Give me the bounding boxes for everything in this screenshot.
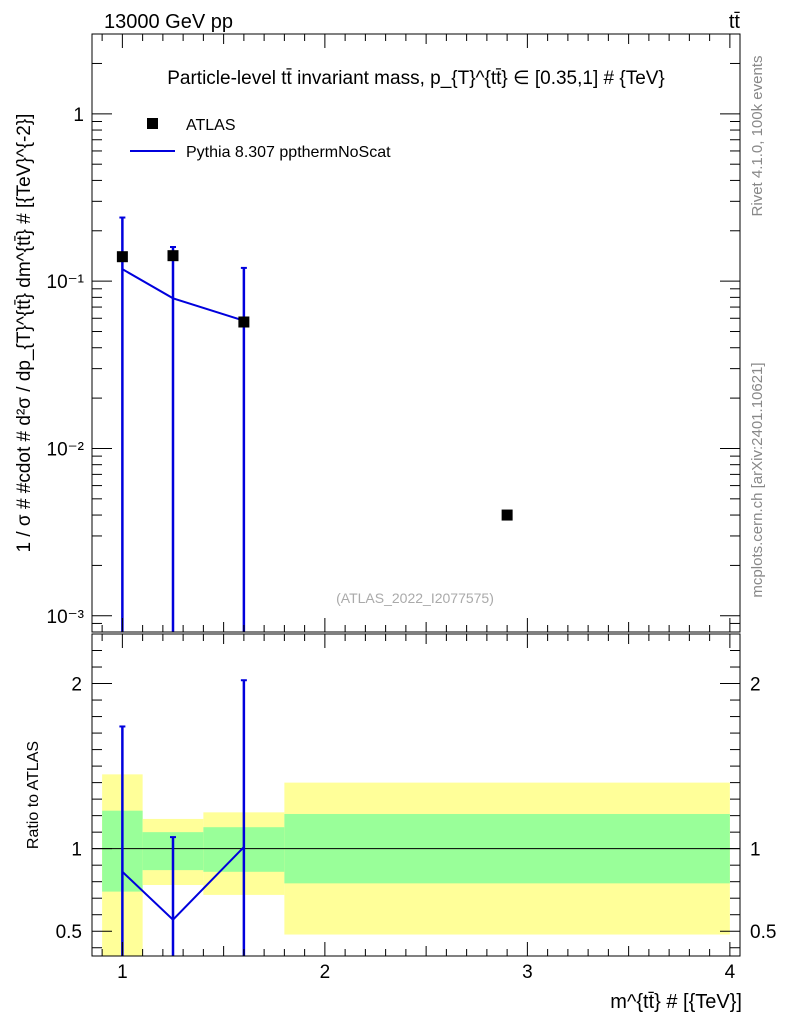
ratio-panel-frame bbox=[91, 633, 741, 957]
y-tick-label: 1 bbox=[73, 105, 84, 126]
rivet-label: Rivet 4.1.0, 100k events bbox=[749, 56, 766, 217]
y-tick-label: 10⁻¹ bbox=[47, 272, 85, 293]
legend-atlas-marker bbox=[147, 118, 158, 129]
main-panel: 1 10⁻¹ 10⁻² 10⁻³ Particle-level tt̄ invaria… bbox=[14, 33, 741, 633]
ratio-y-axis-label: Ratio to ATLAS bbox=[25, 741, 42, 849]
ratio-y-tick-label: 2 bbox=[71, 675, 82, 696]
legend: ATLAS Pythia 8.307 ppthermNoScat bbox=[130, 117, 391, 161]
legend-mc-label: Pythia 8.307 ppthermNoScat bbox=[186, 144, 391, 161]
atlas-data-point bbox=[501, 509, 513, 521]
x-tick-label: 3 bbox=[522, 962, 533, 983]
watermark: (ATLAS_2022_I2077575) bbox=[336, 590, 494, 606]
legend-atlas-label: ATLAS bbox=[186, 117, 236, 134]
main-panel-frame bbox=[91, 33, 741, 633]
mcplots-label: mcplots.cern.ch [arXiv:2401.10621] bbox=[749, 362, 766, 597]
chart-title: Particle-level tt̄ invariant mass, p_{T}… bbox=[167, 68, 665, 89]
ratio-y-tick-label: 1 bbox=[71, 840, 82, 861]
x-tick-label: 1 bbox=[117, 962, 128, 983]
ratio-y-tick-label: 0.5 bbox=[56, 922, 82, 943]
x-tick-label: 4 bbox=[725, 962, 736, 983]
atlas-data-point bbox=[238, 316, 250, 328]
atlas-data-point bbox=[116, 251, 128, 263]
atlas-data-point bbox=[167, 250, 179, 262]
x-axis-label: m^{tt̄} # [{TeV}] bbox=[610, 991, 742, 1013]
x-tick-label: 2 bbox=[320, 962, 331, 983]
ratio-panel: 0.5 0.5 1 1 2 2 1 2 3 4 Ratio to ATLAS m^{tt̄} # … bbox=[25, 633, 776, 1013]
mc-line bbox=[121, 268, 245, 322]
y-tick-label: 10⁻² bbox=[47, 439, 85, 460]
header-left: 13000 GeV pp bbox=[104, 11, 233, 33]
header-right: tt̄ bbox=[729, 11, 741, 33]
ratio-mc-line bbox=[121, 846, 245, 922]
main-y-axis-label: 1 / σ # #cdot # d²σ / dp_{T}^{tt̄} dm^{t… bbox=[14, 114, 35, 553]
ratio-y-tick-label-right: 0.5 bbox=[750, 922, 776, 943]
ratio-y-tick-label-right: 1 bbox=[750, 840, 761, 861]
ratio-y-tick-label-right: 2 bbox=[750, 675, 761, 696]
y-tick-label: 10⁻³ bbox=[47, 607, 85, 628]
